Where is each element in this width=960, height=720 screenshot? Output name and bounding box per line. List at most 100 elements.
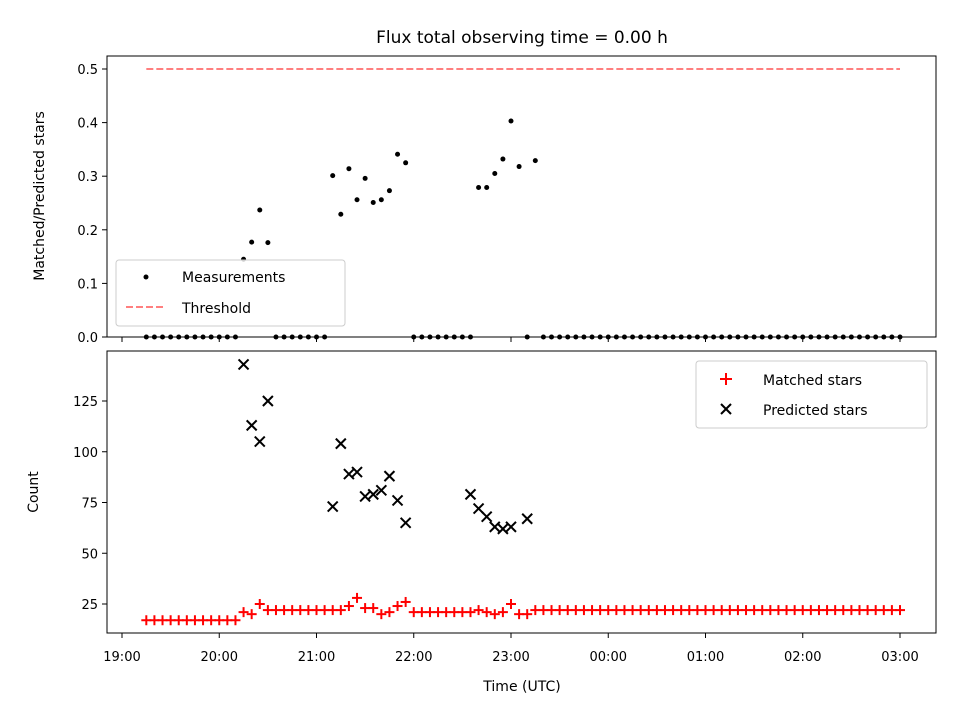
measurements-legend-marker (143, 274, 149, 280)
matched-star-point (384, 607, 395, 618)
bottom-panel-marks (141, 358, 905, 626)
y-tick-label: 75 (81, 497, 98, 512)
predicted-star-point (237, 358, 250, 371)
bottom-panel-legend: Matched stars Predicted stars (695, 360, 928, 429)
top-panel: 0.0 0.1 0.2 0.3 0.4 0.5 Matched/Predicted sta… (32, 55, 937, 346)
top-panel-y-label: Matched/Predicted stars (32, 111, 48, 281)
matched-star-point (352, 592, 363, 603)
measurement-point (500, 156, 506, 162)
y-tick-label: 0.3 (77, 170, 98, 185)
measurement-point (362, 175, 368, 181)
y-tick-label: 50 (81, 547, 98, 562)
predicted-star-point (399, 517, 412, 529)
matched-star-point (465, 607, 476, 618)
y-tick-label: 0.0 (77, 331, 98, 346)
y-tick-label: 0.4 (77, 117, 98, 132)
predicted-star-point (505, 521, 517, 533)
matched-star-point (481, 607, 492, 618)
measurement-point (532, 158, 538, 164)
matched-star-point (376, 609, 387, 620)
measurement-point (370, 199, 376, 205)
measurement-point (403, 160, 409, 166)
x-tick-label: 23:00 (492, 650, 529, 665)
predicted-star-point (383, 470, 396, 482)
predicted-star-point (245, 419, 258, 432)
predicted-star-point (262, 395, 274, 407)
matched-star-point (230, 615, 241, 626)
predicted-star-point (343, 468, 355, 480)
matched-stars-legend-label: Matched stars (763, 373, 862, 389)
y-tick-label: 25 (81, 598, 98, 613)
matched-star-point (895, 605, 905, 616)
predicted-star-point (489, 521, 501, 533)
x-tick-label: 03:00 (881, 650, 918, 665)
measurement-point (508, 118, 514, 124)
measurement-point (395, 151, 401, 157)
predicted-star-point (367, 488, 379, 501)
top-legend-box (115, 259, 346, 327)
predicted-star-point (480, 511, 493, 523)
x-axis-label: Time (UTC) (482, 679, 560, 695)
top-panel-frame (106, 55, 937, 338)
x-tick-label: 21:00 (298, 650, 335, 665)
measurement-point (484, 184, 490, 190)
predicted-star-point (359, 490, 371, 503)
bottom-panel-frame (106, 350, 937, 634)
measurement-point (516, 164, 522, 170)
predicted-stars-legend-label: Predicted stars (763, 403, 868, 419)
predicted-star-point (327, 500, 339, 513)
predicted-star-point (335, 437, 347, 450)
top-panel-y-ticks: 0.0 0.1 0.2 0.3 0.4 0.5 (77, 63, 107, 346)
y-tick-label: 100 (73, 446, 98, 461)
x-tick-label: 19:00 (103, 650, 140, 665)
matched-star-point (246, 609, 257, 620)
matched-star-point (343, 601, 354, 612)
predicted-star-point (375, 484, 388, 497)
predicted-star-point (391, 494, 404, 507)
top-panel-x-ticks (121, 337, 901, 342)
matched-star-point (254, 599, 265, 609)
predicted-star-point (254, 435, 266, 448)
measurement-point (257, 207, 263, 213)
measurement-point (249, 239, 255, 245)
measurement-point (492, 171, 498, 177)
y-tick-label: 0.2 (77, 224, 98, 239)
bottom-panel-x-ticks: 19:00 20:00 21:00 22:00 23:00 00:00 01:00 02:00… (103, 633, 919, 665)
measurement-point (386, 188, 392, 194)
matched-star-point (335, 605, 346, 616)
measurement-point (346, 166, 352, 172)
threshold-legend-label: Threshold (181, 301, 251, 317)
matched-star-point (400, 596, 411, 607)
x-tick-label: 01:00 (687, 650, 724, 665)
y-tick-label: 0.1 (77, 277, 98, 292)
matched-star-point (506, 599, 516, 609)
x-tick-label: 02:00 (784, 650, 821, 665)
predicted-star-point (521, 513, 533, 525)
chart-title: Flux total observing time = 0.00 h (376, 28, 668, 48)
measurement-point (265, 240, 271, 246)
matched-star-point (368, 603, 379, 614)
top-panel-legend: Measurements Threshold (115, 259, 346, 327)
matched-star-point (497, 607, 508, 618)
measurement-point (330, 173, 336, 179)
y-tick-label: 125 (73, 395, 98, 410)
x-tick-label: 00:00 (590, 650, 627, 665)
measurement-point (338, 211, 344, 217)
predicted-stars-legend-marker (720, 403, 732, 415)
bottom-legend-box (695, 360, 928, 429)
matched-star-point (392, 601, 403, 612)
y-tick-label: 0.5 (77, 63, 98, 78)
measurements-legend-label: Measurements (182, 270, 285, 286)
matched-star-point (489, 609, 500, 620)
measurement-point (354, 197, 360, 203)
matched-star-point (473, 605, 484, 616)
measurement-point (476, 184, 482, 190)
matched-star-point (522, 609, 533, 620)
predicted-star-point (497, 523, 509, 535)
predicted-star-point (351, 466, 363, 478)
predicted-star-point (464, 488, 477, 501)
bottom-panel-y-ticks: 25 50 75 100 125 (73, 395, 107, 613)
bottom-panel: 25 50 75 100 125 19:00 20:00 21:00 22:00 23:00 00… (26, 350, 937, 695)
x-tick-label: 20:00 (201, 650, 238, 665)
